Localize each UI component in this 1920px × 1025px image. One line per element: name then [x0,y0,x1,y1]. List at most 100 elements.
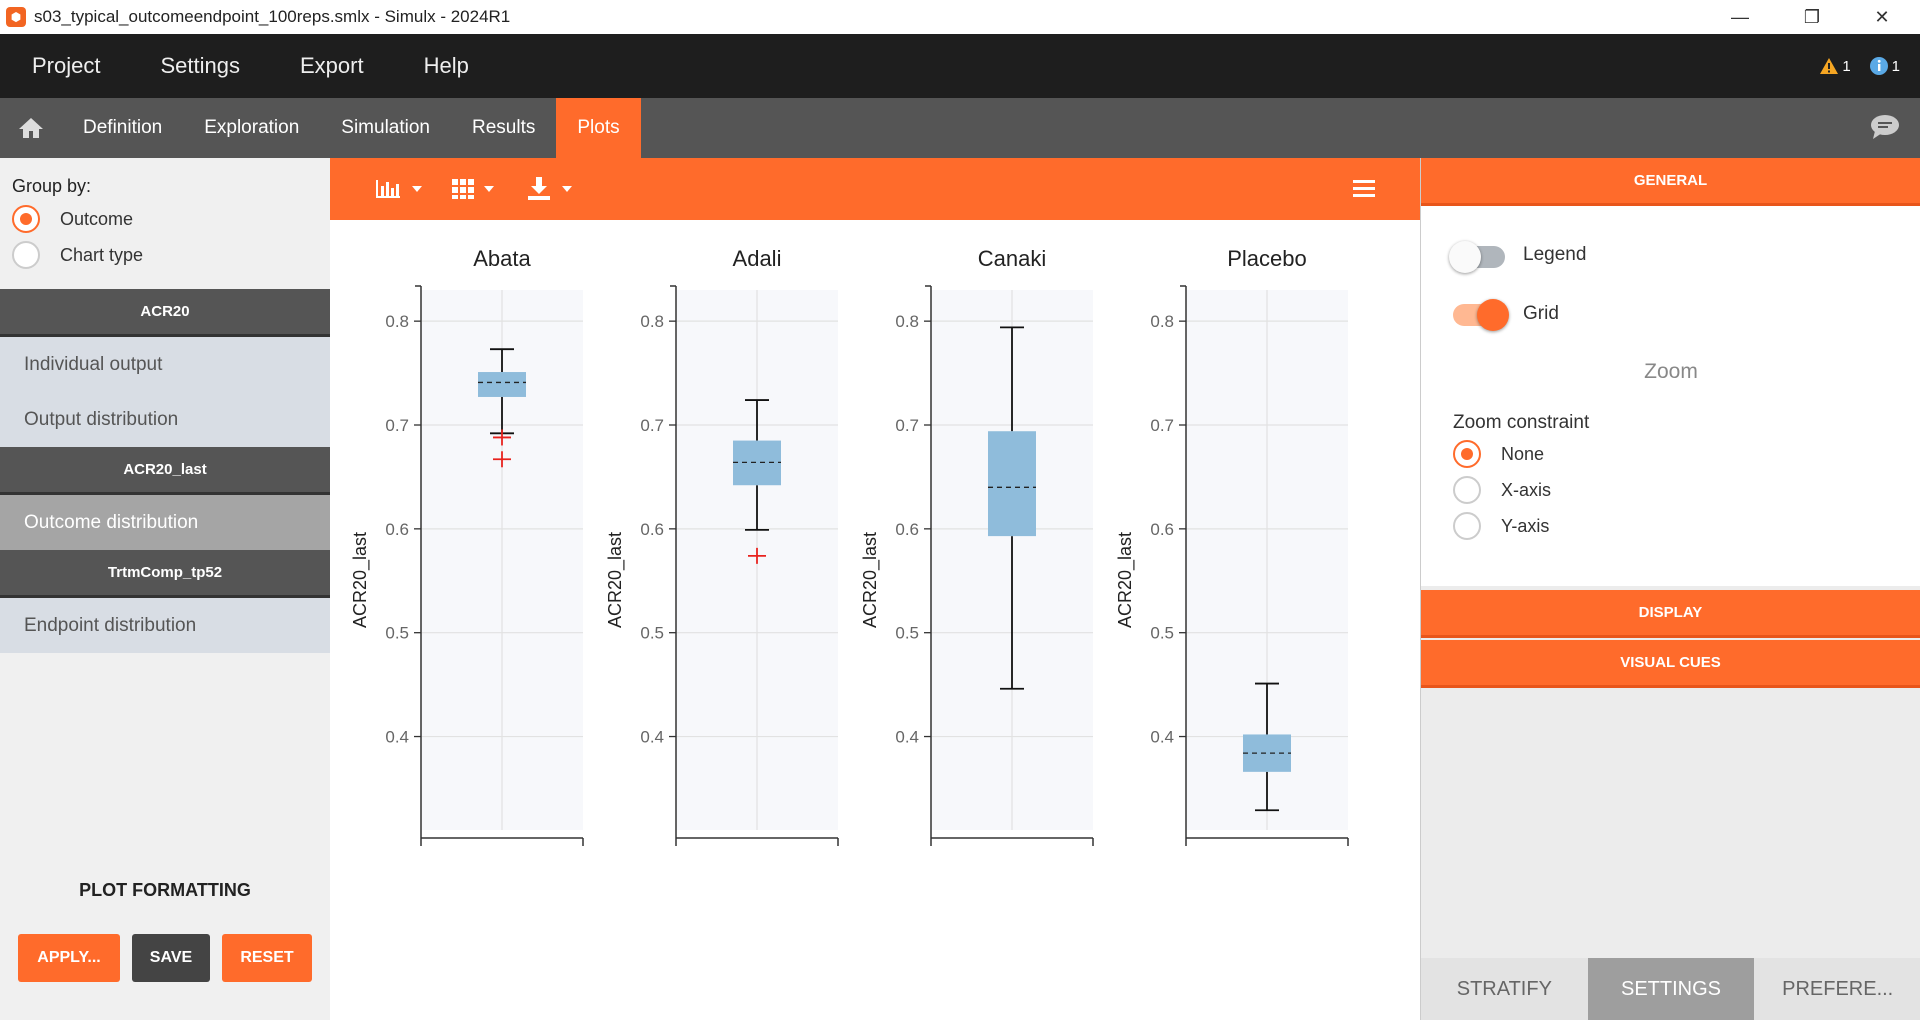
left-sidebar: Group by: Outcome Chart type ACR20 Indiv… [0,158,330,1020]
apply-button[interactable]: APPLY... [18,934,120,982]
y-tick-label: 0.7 [640,416,664,435]
tab-simulation[interactable]: Simulation [341,117,430,138]
tab-exploration[interactable]: Exploration [204,117,300,138]
tab-definition[interactable]: Definition [83,117,163,138]
y-tick-label: 0.8 [1150,312,1174,331]
chat-icon [1871,115,1899,139]
plot-item-outcome-distribution[interactable]: Outcome distribution [0,495,330,550]
tab-preferences[interactable]: PREFERE... [1754,958,1920,1020]
close-button[interactable]: ✕ [1874,6,1890,27]
chart-type-dropdown[interactable] [374,176,430,207]
menu-help[interactable]: Help [423,53,469,78]
panel-title: Adali [733,246,782,271]
minimize-button[interactable]: — [1731,6,1749,27]
app-logo-icon: ⬢ [6,7,26,27]
grid-toggle[interactable] [1453,299,1509,331]
tab-plots[interactable]: Plots [556,98,641,158]
y-tick-label: 0.6 [895,520,919,539]
feedback-button[interactable] [1870,113,1900,146]
y-tick-label: 0.4 [1150,728,1174,747]
radio-zoom-none-label: None [1501,443,1545,464]
tab-settings-panel[interactable]: SETTINGS [1587,958,1755,1020]
plot-list: ACR20 Individual output Output distribut… [0,289,330,653]
radio-zoom-y-label: Y-axis [1501,515,1550,536]
plot-formatting-title: PLOT FORMATTING [79,880,251,900]
warning-indicator[interactable]: 1 [1819,57,1851,75]
plot-item-output-distribution[interactable]: Output distribution [0,392,330,447]
window-titlebar: ⬢ s03_typical_outcomeendpoint_100reps.sm… [0,0,1920,34]
download-icon [528,177,572,200]
y-tick-label: 0.5 [1150,624,1174,643]
panel-title: Placebo [1227,246,1307,271]
visual-cues-section-header[interactable]: VISUAL CUES [1421,640,1920,688]
y-tick-label: 0.4 [640,728,664,747]
section-header-trtmcomp: TrtmComp_tp52 [0,550,330,598]
y-tick-label: 0.5 [895,624,919,643]
radio-zoom-x-label: X-axis [1501,479,1552,500]
plot-panel: Abata 0.8 0.7 0.6 0.5 0.4 ACR20_last Adali 0.8 0.… [330,158,1420,1020]
window-title: s03_typical_outcomeendpoint_100reps.smlx… [34,7,511,26]
reset-button[interactable]: RESET [222,934,312,982]
menu-bar: Project Settings Export Help 1 1 [0,34,1920,98]
settings-panel: GENERAL Legend Grid Zoom Zoom constraint… [1420,158,1920,1020]
y-tick-label: 0.6 [385,520,409,539]
box [988,431,1036,537]
legend-toggle-knob [1449,241,1481,273]
home-button[interactable] [0,98,62,158]
plot-item-individual-output[interactable]: Individual output [0,337,330,392]
grid-label: Grid [1523,303,1559,324]
y-tick-label: 0.5 [640,624,664,643]
y-axis-label: ACR20_last [605,532,626,628]
zoom-none-option[interactable]: None [1453,436,1544,472]
y-tick-label: 0.7 [895,416,919,435]
plot-item-endpoint-distribution[interactable]: Endpoint distribution [0,598,330,653]
radio-zoom-x[interactable] [1453,476,1481,504]
plot-menu-button[interactable] [1352,178,1376,205]
notification-area: 1 1 [1819,34,1900,98]
group-by-chart-type[interactable]: Chart type [12,237,318,273]
general-section-body: Legend Grid Zoom Zoom constraint None X-… [1421,206,1920,586]
info-indicator[interactable]: 1 [1869,56,1900,76]
y-axis-label: ACR20_last [1115,532,1136,628]
hamburger-menu-icon [1353,180,1375,197]
panel-title: Abata [473,246,531,271]
plot-toolbar [330,158,1420,220]
info-count: 1 [1891,57,1900,75]
section-header-acr20: ACR20 [0,289,330,337]
save-button[interactable]: SAVE [132,934,210,982]
radio-outcome[interactable] [12,205,40,233]
tab-stratify[interactable]: STRATIFY [1421,958,1588,1020]
tab-results[interactable]: Results [472,117,536,138]
group-by-outcome[interactable]: Outcome [12,201,318,237]
menu-settings[interactable]: Settings [160,53,240,78]
radio-zoom-y[interactable] [1453,512,1481,540]
radio-zoom-none[interactable] [1453,440,1481,468]
zoom-x-option[interactable]: X-axis [1453,472,1551,508]
y-tick-label: 0.8 [385,312,409,331]
bottom-tabs: STRATIFY SETTINGS PREFERE... [1421,958,1920,1020]
y-tick-label: 0.8 [640,312,664,331]
warning-count: 1 [1842,57,1851,75]
info-icon [1869,57,1888,75]
panel-title: Canaki [978,246,1046,271]
warning-icon [1820,58,1839,74]
grid-toggle-knob [1477,299,1509,331]
zoom-y-option[interactable]: Y-axis [1453,508,1549,544]
zoom-constraint-label: Zoom constraint [1453,412,1590,433]
restore-button[interactable]: ❐ [1803,6,1821,27]
menu-export[interactable]: Export [299,53,364,78]
tab-bar: Definition Exploration Simulation Result… [0,98,1920,158]
radio-chart-type-label: Chart type [60,244,144,265]
y-tick-label: 0.8 [895,312,919,331]
display-section-header[interactable]: DISPLAY [1421,590,1920,638]
legend-toggle[interactable] [1449,241,1505,273]
radio-chart-type[interactable] [12,241,40,269]
y-tick-label: 0.4 [385,728,409,747]
menu-project[interactable]: Project [32,53,101,78]
layout-dropdown[interactable] [450,176,506,207]
export-dropdown[interactable] [526,176,582,207]
y-tick-label: 0.6 [640,520,664,539]
group-by-section: Group by: Outcome Chart type [0,158,330,273]
general-section-header[interactable]: GENERAL [1421,158,1920,206]
grid-layout-icon [452,179,494,199]
